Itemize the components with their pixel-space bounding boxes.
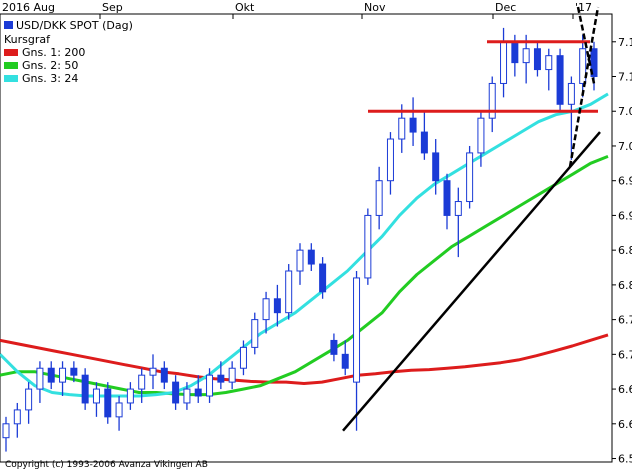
moving-average-line-3 <box>0 92 609 398</box>
candle-body-4 <box>47 367 55 383</box>
y-tick-label-6: 6.85 <box>618 244 632 257</box>
candle-body-16 <box>183 388 191 404</box>
candle-body-36 <box>409 117 417 133</box>
legend-swatch-instrument <box>4 21 13 29</box>
candle-body-30 <box>341 353 349 369</box>
legend-ma3: Gns. 3: 24 <box>22 72 78 85</box>
candle-body-21 <box>239 346 247 369</box>
candle-body-7 <box>81 374 89 404</box>
candle-body-6 <box>70 367 78 376</box>
candle-body-10 <box>115 402 123 418</box>
legend: USD/DKK SPOT (Dag) Kursgraf Gns. 1: 200 … <box>4 19 133 85</box>
y-tick-label-0: 7.15 <box>618 36 632 49</box>
candles <box>2 27 598 452</box>
candle-body-19 <box>217 374 225 383</box>
y-tick-label-5: 6.90 <box>618 209 632 222</box>
y-tick-label-10: 6.65 <box>618 383 632 396</box>
legend-chart-type: Kursgraf <box>4 33 51 46</box>
candle-body-47 <box>533 48 541 71</box>
candle-body-11 <box>126 388 134 404</box>
candle-body-26 <box>296 249 304 272</box>
candle-body-31 <box>353 277 361 383</box>
x-tick-label-1: Sep <box>102 1 123 14</box>
candle-body-38 <box>432 152 440 182</box>
legend-swatch-ma1 <box>4 49 18 56</box>
y-tick-label-8: 6.75 <box>618 314 632 327</box>
y-axis: 7.15 7.10 7.05 7.00 6.95 6.90 6.85 6.80 6.75 6.70… <box>612 36 632 466</box>
candle-body-1 <box>13 409 21 425</box>
legend-swatch-ma3 <box>4 75 18 82</box>
candle-body-29 <box>330 339 338 355</box>
candle-body-12 <box>138 374 146 390</box>
candle-body-42 <box>477 117 485 154</box>
candle-body-8 <box>92 388 100 404</box>
trend-line-0 <box>342 131 601 432</box>
candle-body-39 <box>443 180 451 216</box>
legend-ma2: Gns. 2: 50 <box>22 59 78 72</box>
legend-instrument: USD/DKK SPOT (Dag) <box>16 19 133 32</box>
candle-body-52 <box>590 48 598 78</box>
moving-average-lines <box>0 92 609 398</box>
candle-body-49 <box>556 55 564 105</box>
candle-body-25 <box>285 270 293 314</box>
y-tick-label-3: 7.00 <box>618 140 632 153</box>
x-axis: 2016 Aug Sep Okt Nov Dec '17 <box>0 1 592 19</box>
candle-body-23 <box>262 298 270 321</box>
candle-body-5 <box>59 367 67 383</box>
candle-body-27 <box>307 249 315 265</box>
candle-body-28 <box>319 263 327 293</box>
candle-body-24 <box>273 298 281 314</box>
y-tick-label-11: 6.60 <box>618 418 632 431</box>
candle-body-43 <box>488 82 496 119</box>
candle-body-35 <box>398 117 406 140</box>
moving-average-line-2 <box>0 155 609 397</box>
candle-body-13 <box>149 367 157 376</box>
candle-body-15 <box>172 381 180 404</box>
x-tick-label-3: Nov <box>364 1 386 14</box>
candle-body-34 <box>386 138 394 182</box>
trend-line-2 <box>576 6 596 84</box>
legend-swatch-ma2 <box>4 62 18 69</box>
candle-body-37 <box>420 131 428 154</box>
candle-body-44 <box>500 41 508 84</box>
annotations <box>342 6 601 432</box>
y-tick-label-4: 6.95 <box>618 175 632 188</box>
candle-body-48 <box>545 55 553 71</box>
candle-body-40 <box>454 201 462 216</box>
plot-frame <box>0 13 613 463</box>
candle-body-45 <box>511 41 519 64</box>
copyright-text: Copyright (c) 1993-2006 Avanza Vikingen … <box>5 460 208 470</box>
candle-body-14 <box>160 367 168 383</box>
x-tick-label-2: Okt <box>235 1 255 14</box>
candle-body-17 <box>194 388 202 397</box>
candle-body-33 <box>375 180 383 216</box>
y-tick-label-7: 6.80 <box>618 279 632 292</box>
x-tick-label-4: Dec <box>495 1 516 14</box>
x-tick-label-0: 2016 Aug <box>2 1 55 14</box>
candle-body-46 <box>522 48 530 64</box>
candle-body-22 <box>251 319 259 348</box>
trend-line-1 <box>568 6 600 168</box>
y-tick-label-12: 6.55 <box>618 453 632 466</box>
y-tick-label-1: 7.10 <box>618 71 632 84</box>
candle-body-51 <box>579 48 587 84</box>
candle-body-18 <box>206 374 214 397</box>
candle-body-32 <box>364 214 372 279</box>
moving-average-line-1 <box>0 333 609 385</box>
candle-body-41 <box>466 152 474 203</box>
candle-body-50 <box>567 82 575 105</box>
candle-body-20 <box>228 367 236 383</box>
candle-body-0 <box>2 423 10 439</box>
y-tick-label-2: 7.05 <box>618 105 632 118</box>
legend-ma1: Gns. 1: 200 <box>22 46 85 59</box>
y-tick-label-9: 6.70 <box>618 348 632 361</box>
candle-body-3 <box>36 367 44 390</box>
candle-body-9 <box>104 388 112 418</box>
candle-body-2 <box>25 388 33 411</box>
